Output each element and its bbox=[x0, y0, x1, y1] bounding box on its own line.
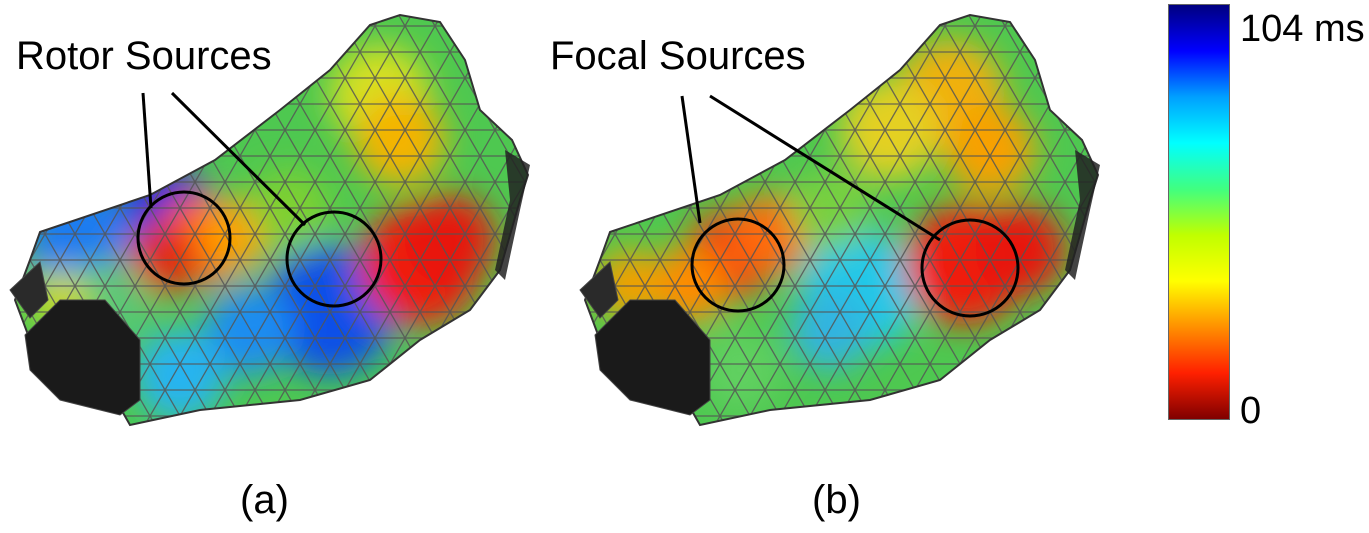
colorbar-min-label: 0 bbox=[1240, 390, 1262, 432]
caption-a: (a) bbox=[240, 478, 289, 522]
activation-region bbox=[945, 105, 1035, 195]
panel-a: Rotor Sources (a) bbox=[0, 0, 600, 533]
leader-line bbox=[680, 95, 702, 224]
colorbar-max-label: 104 ms bbox=[1240, 8, 1365, 50]
activation-region bbox=[135, 330, 225, 420]
atrial-map-a bbox=[9, 13, 530, 427]
colorbar-gradient bbox=[1168, 4, 1230, 420]
source-highlight-circle bbox=[690, 217, 786, 313]
appendage-flap bbox=[9, 261, 49, 319]
annotation-focal-sources: Focal Sources bbox=[550, 34, 806, 78]
activation-region bbox=[975, 205, 1065, 295]
panel-b: Focal Sources (b) bbox=[550, 0, 1170, 533]
activation-region bbox=[730, 195, 810, 275]
source-highlight-circle bbox=[136, 190, 232, 286]
colorbar-legend: 104 ms 0 bbox=[1168, 4, 1368, 432]
leader-line bbox=[170, 91, 307, 227]
source-highlight-circle bbox=[285, 210, 383, 308]
vein-opening bbox=[24, 299, 141, 416]
activation-region bbox=[355, 95, 445, 185]
surface-rim bbox=[1065, 150, 1100, 280]
surface-rim bbox=[495, 150, 530, 280]
source-highlight-circle bbox=[920, 218, 1020, 318]
activation-region bbox=[405, 195, 495, 285]
leader-line bbox=[141, 92, 153, 209]
annotation-rotor-sources: Rotor Sources bbox=[16, 34, 272, 78]
vein-opening bbox=[594, 299, 711, 416]
atrial-map-b bbox=[579, 13, 1100, 427]
leader-line bbox=[709, 94, 941, 242]
appendage-flap bbox=[579, 261, 619, 319]
caption-b: (b) bbox=[812, 478, 861, 522]
